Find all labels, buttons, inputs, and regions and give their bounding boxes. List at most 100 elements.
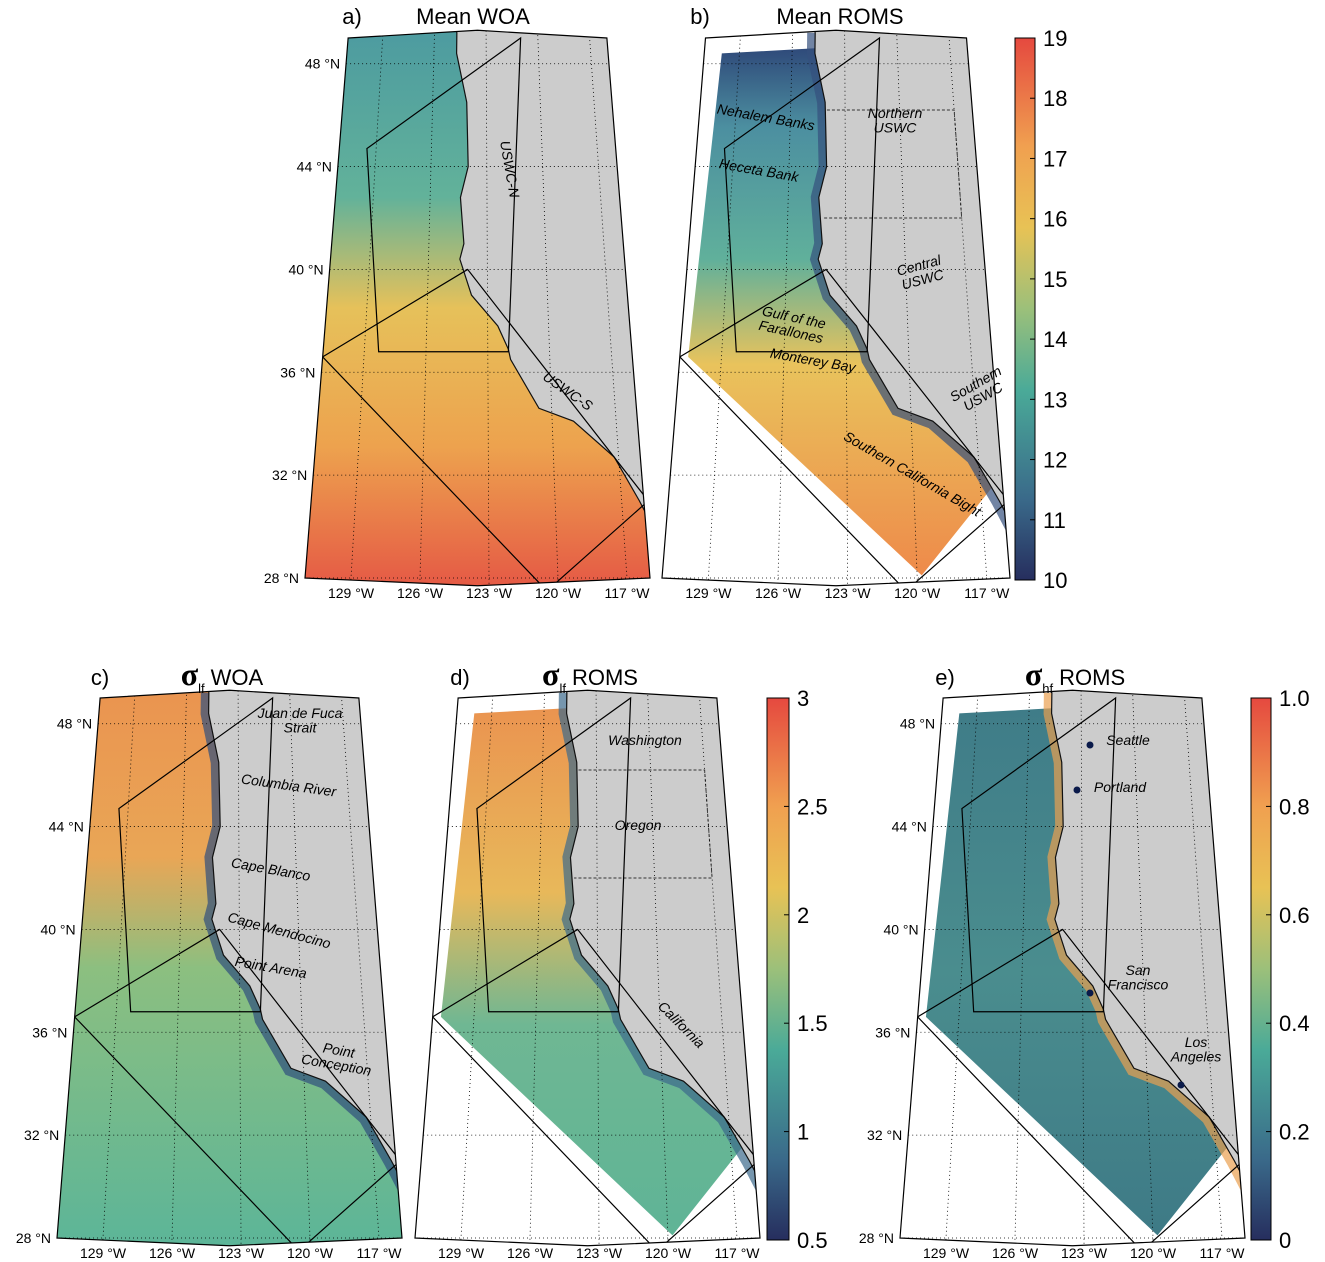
annotation-line: San — [1126, 962, 1151, 978]
city-marker — [1177, 1081, 1185, 1089]
grid-line — [697, 690, 740, 1246]
lat-label: 32 °N — [867, 1127, 902, 1143]
grid-line — [946, 30, 989, 586]
lon-label: 129 °W — [685, 585, 732, 601]
colorbar-label: 11 — [1043, 508, 1066, 533]
colorbar-label: 1.5 — [797, 1011, 828, 1036]
grid-line — [485, 30, 490, 586]
title-symbol: σ — [181, 656, 199, 692]
title-text: Mean WOA — [416, 4, 530, 29]
grid-line — [595, 690, 600, 1246]
lat-label: 48 °N — [900, 716, 935, 732]
annotation: CentralUSWC — [895, 251, 947, 293]
colorbar-label: 0.2 — [1279, 1120, 1310, 1145]
lat-label: 28 °N — [16, 1230, 51, 1246]
title-symbol: σ — [542, 656, 560, 692]
colorbar-label: 18 — [1043, 86, 1067, 111]
annotation-line: Francisco — [1108, 977, 1169, 993]
colorbar-label: 0.8 — [1279, 794, 1310, 819]
panel-label: d) — [450, 665, 470, 690]
lon-label: 123 °W — [825, 585, 872, 601]
lon-label: 117 °W — [964, 585, 1010, 601]
region-box — [961, 696, 1117, 1013]
lon-label: 126 °W — [507, 1245, 554, 1261]
annotation-line: Oregon — [615, 817, 662, 833]
colorbar-label: 1.0 — [1279, 686, 1310, 711]
map-body — [900, 690, 1245, 1246]
grid-line — [706, 30, 743, 586]
annotation: Oregon — [615, 817, 662, 833]
map-frame — [304, 29, 651, 587]
region-box — [476, 696, 632, 1013]
panel-title: Mean WOA — [416, 4, 530, 29]
title-text: Mean ROMS — [776, 4, 903, 29]
colorbar-label: 0.5 — [797, 1228, 828, 1253]
title-space: ROMS — [1059, 665, 1125, 690]
colorbar-label: 2 — [797, 903, 809, 928]
colorbar-label: 10 — [1043, 568, 1067, 593]
map-panel: c) σlf WOA 48 °N 44 °N 40 °N 36 °N 32 °N 28 °N 12… — [16, 656, 403, 1261]
annotation: Northern USWC — [868, 105, 923, 136]
lon-label: 126 °W — [149, 1245, 196, 1261]
annotation-line: Northern — [868, 105, 923, 121]
map-frame — [56, 689, 403, 1247]
colorbar-label: 3 — [797, 686, 809, 711]
lat-label: 28 °N — [859, 1230, 894, 1246]
lat-label: 44 °N — [297, 159, 332, 175]
lat-label: 40 °N — [288, 261, 323, 277]
annotation: Washington — [608, 732, 682, 748]
panel-label: c) — [91, 665, 109, 690]
annotation-line: Strait — [284, 720, 318, 736]
lon-label: 120 °W — [287, 1245, 334, 1261]
grid-line — [587, 30, 630, 586]
map-panel: d) σlf ROMS 129 °W 126 °W 123 °W 120 °W 117 °W W… — [414, 656, 761, 1261]
lon-label: 123 °W — [218, 1245, 265, 1261]
lon-label: 126 °W — [755, 585, 802, 601]
lat-label: 36 °N — [875, 1024, 910, 1040]
lon-label: 123 °W — [466, 585, 513, 601]
annotation: Seattle — [1106, 732, 1150, 748]
annotation-line: Juan de Fuca — [257, 705, 343, 721]
panel-title: σlf ROMS — [542, 656, 638, 696]
map-body — [57, 690, 402, 1246]
region-box — [723, 36, 881, 353]
land — [451, 30, 650, 586]
lon-label: 117 °W — [714, 1245, 760, 1261]
colorbar-label: 13 — [1043, 387, 1067, 412]
title-subscript: lf — [559, 681, 566, 696]
panel-title: Mean ROMS — [776, 4, 903, 29]
colorbar-label: 2.5 — [797, 794, 828, 819]
lat-label: 28 °N — [264, 570, 299, 586]
lon-label: 123 °W — [576, 1245, 623, 1261]
title-subscript: lf — [198, 681, 205, 696]
map-body — [662, 30, 1010, 586]
annotation-line: USWC — [874, 120, 918, 136]
colorbar-label: 17 — [1043, 146, 1067, 171]
lon-label: 129 °W — [438, 1245, 485, 1261]
map-frame — [661, 29, 1011, 587]
panel-title: σhf ROMS — [1025, 656, 1125, 696]
lon-label: 120 °W — [894, 585, 941, 601]
grid-line — [1182, 690, 1225, 1246]
title-symbol: σ — [1025, 656, 1043, 692]
land — [203, 690, 402, 1246]
annotation-line: Seattle — [1106, 732, 1150, 748]
colorbar-label: 15 — [1043, 267, 1067, 292]
lon-label: 120 °W — [645, 1245, 692, 1261]
region-box — [366, 36, 522, 353]
map-frame — [414, 689, 761, 1247]
lat-label: 44 °N — [892, 819, 927, 835]
lon-label: 123 °W — [1061, 1245, 1108, 1261]
map-panel: b) Mean ROMS 129 °W 126 °W 123 °W 120 °W 117 °… — [661, 4, 1011, 601]
colorbar-label: 12 — [1043, 448, 1067, 473]
lon-label: 129 °W — [80, 1245, 127, 1261]
grid-line — [349, 30, 385, 586]
grid-line — [101, 690, 137, 1246]
lat-label: 36 °N — [32, 1024, 67, 1040]
lat-label: 32 °N — [272, 467, 307, 483]
grid-line — [944, 690, 980, 1246]
panel-title: σlf WOA — [181, 656, 264, 696]
lon-label: 126 °W — [992, 1245, 1039, 1261]
colorbar-label: 1 — [797, 1120, 809, 1145]
